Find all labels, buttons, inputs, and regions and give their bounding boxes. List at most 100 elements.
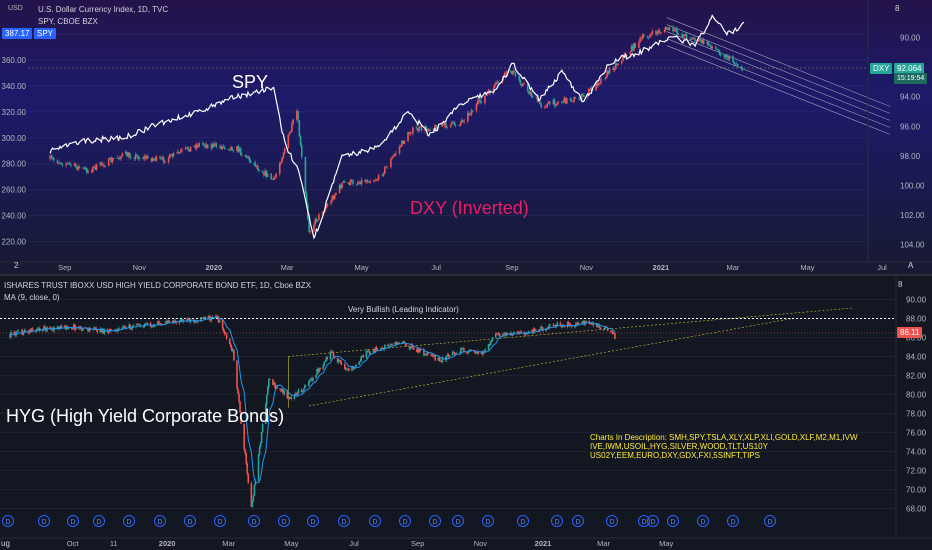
top-time-axis[interactable]: Sep Nov 2020 Mar May Jul Sep Nov 2021 Mar May Jul (0, 261, 932, 272)
hyg-candle (159, 323, 161, 325)
hyg-candle (297, 389, 300, 393)
dxy-candle (136, 154, 138, 156)
dxy-candle (572, 101, 574, 103)
hyg-candle (124, 326, 126, 328)
dxy-candle (408, 132, 411, 134)
dxy-candle (432, 128, 435, 131)
dxy-candle (552, 99, 555, 105)
dxy-candle (724, 54, 727, 58)
dxy-candle (283, 148, 286, 154)
overlay-symbol-legend[interactable]: SPY, CBOE BZX (38, 17, 98, 26)
dxy-candle (314, 219, 316, 225)
dxy-candle (171, 153, 174, 157)
dxy-candle (74, 163, 77, 167)
spy-price-axis[interactable]: 220.00 240.00 260.00 280.00 300.00 320.00 340.… (2, 30, 27, 247)
dxy-candle (300, 144, 303, 158)
dividend-marker-icon (482, 515, 494, 527)
time-axis-tick: May (800, 263, 814, 272)
hyg-candle (63, 325, 66, 327)
dxy-candle (608, 68, 611, 74)
pane-divider[interactable] (0, 274, 932, 276)
top-chart-canvas[interactable]: 220.00 240.00 260.00 280.00 300.00 320.00 340.… (0, 0, 932, 274)
hyg-candle (351, 366, 353, 371)
hyg-candle (92, 329, 94, 331)
dxy-candle (574, 96, 577, 98)
dxy-candle (638, 42, 640, 48)
spy-label: SPY (232, 72, 269, 92)
hyg-candle (244, 449, 246, 454)
dxy-candle (85, 168, 88, 173)
hyg-candle (387, 344, 389, 346)
hyg-candle (467, 352, 469, 354)
hyg-candle (258, 447, 261, 455)
dxy-candle (181, 149, 183, 151)
bottom-chart-pane[interactable]: 68.00 70.00 72.00 74.00 76.00 78.00 80.00 82.00… (0, 276, 932, 550)
dxy-candle (564, 97, 567, 104)
hyg-candle (180, 319, 183, 322)
hyg-candle (247, 473, 250, 484)
hyg-candle (20, 330, 23, 332)
hyg-chart-title[interactable]: ISHARES TRUST IBOXX USD HIGH YIELD CORPO… (4, 281, 312, 290)
hyg-candle (37, 328, 40, 329)
dividend-marker-icon (307, 515, 319, 527)
dxy-candle (563, 97, 566, 103)
hyg-candle (132, 325, 135, 327)
bottom-chart-canvas[interactable]: 68.00 70.00 72.00 74.00 76.00 78.00 80.00 82.00… (0, 276, 932, 550)
hyg-candle (344, 363, 346, 369)
hyg-candle (222, 328, 225, 332)
left-corner-label: 2 (14, 261, 19, 270)
hyg-candle (403, 341, 406, 344)
hyg-candle (535, 329, 537, 331)
hyg-candle (437, 357, 440, 361)
dxy-candle (278, 163, 281, 174)
dxy-candle (631, 45, 634, 51)
chart-title[interactable]: U.S. Dollar Currency Index, 1D, TVC (38, 5, 169, 14)
time-axis-tick: Sep (411, 539, 424, 548)
hyg-candle (171, 320, 174, 322)
hyg-candle (440, 360, 443, 363)
spy-symbol-badge: SPY (34, 28, 57, 39)
top-grid (28, 33, 868, 243)
dxy-candle (603, 78, 606, 80)
dxy-candle (412, 127, 414, 134)
hyg-price-axis[interactable]: 68.00 70.00 72.00 74.00 76.00 78.00 80.00 82.00… (895, 276, 927, 538)
dxy-candle (167, 158, 170, 163)
right-corner-label: 8 (895, 4, 900, 13)
channel-line (666, 24, 891, 114)
hyg-candle (24, 330, 27, 332)
dxy-candle (94, 166, 97, 170)
dxy-candle (590, 87, 593, 91)
dxy-candle (446, 127, 448, 129)
dxy-candle (245, 156, 248, 158)
hyg-candle (294, 393, 297, 396)
dxy-price-axis[interactable]: 90.0092.0094.0096.0098.00100.00102.00104… (867, 0, 925, 262)
dxy-candle (194, 145, 197, 149)
top-chart-pane[interactable]: 220.00 240.00 260.00 280.00 300.00 320.00 340.… (0, 0, 932, 274)
hyg-candle (179, 319, 182, 321)
dividend-marker-label: D (41, 519, 46, 526)
hyg-candle (483, 350, 486, 352)
hyg-candle (417, 348, 420, 353)
dxy-candle (382, 173, 385, 176)
dxy-candle (203, 144, 205, 146)
bottom-time-axis[interactable]: Oct 11 2020 Mar May Jul Sep Nov 2021 Mar May (0, 537, 932, 548)
hyg-candle (56, 327, 59, 329)
time-axis-tick: Sep (505, 263, 518, 272)
ma-indicator-legend[interactable]: MA (9, close, 0) (4, 293, 60, 302)
hyg-candle (324, 360, 327, 362)
hyg-candle (182, 319, 185, 322)
hyg-candle (448, 355, 451, 357)
hyg-candle (122, 326, 124, 328)
dxy-candle (586, 95, 589, 97)
dxy-candle (471, 110, 474, 112)
hyg-candle (296, 392, 299, 395)
hyg-candle (204, 316, 206, 319)
dividend-marker-icon (727, 515, 739, 527)
hyg-candle (431, 354, 433, 356)
dxy-candle (67, 163, 70, 165)
dxy-candle (493, 84, 496, 88)
dxy-candle (263, 172, 265, 176)
dxy-candle (84, 168, 87, 169)
hyg-candle (388, 345, 390, 347)
